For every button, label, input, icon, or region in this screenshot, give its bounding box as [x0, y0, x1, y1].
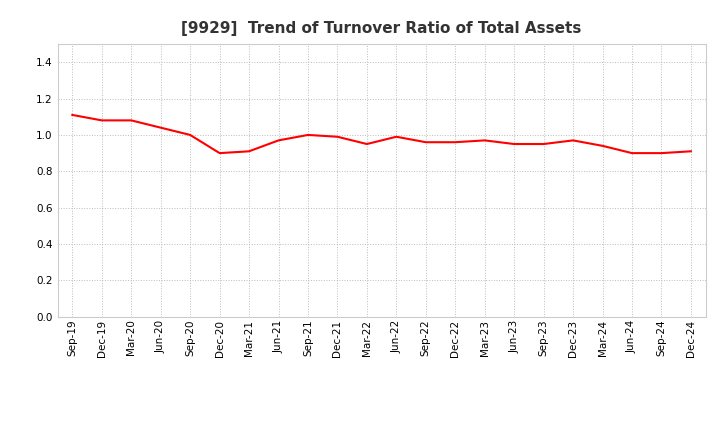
Title: [9929]  Trend of Turnover Ratio of Total Assets: [9929] Trend of Turnover Ratio of Total …	[181, 21, 582, 36]
